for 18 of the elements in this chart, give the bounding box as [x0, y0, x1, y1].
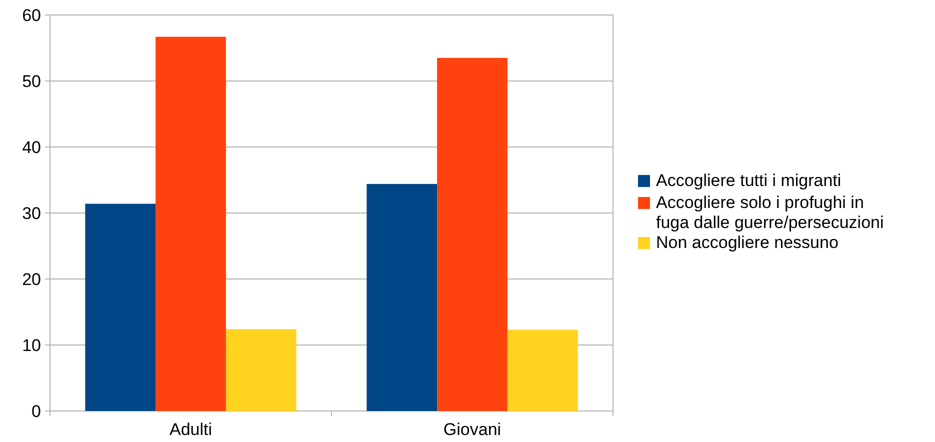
y-tick-label: 40 — [22, 138, 41, 157]
x-tick-label: Adulti — [169, 420, 212, 439]
y-tick-label: 60 — [22, 6, 41, 25]
bar — [437, 58, 508, 411]
bar — [366, 184, 438, 411]
bar — [85, 204, 156, 411]
legend-label: Accogliere tutti i migranti — [656, 171, 842, 190]
y-tick-label: 20 — [22, 270, 41, 289]
legend-label: Non accogliere nessuno — [656, 233, 838, 252]
legend-label: Accogliere solo i profughi in fuga dalle guerre/persecuzioni — [656, 193, 884, 232]
y-tick-label: 50 — [22, 72, 41, 91]
y-tick-label: 30 — [22, 204, 41, 223]
x-tick-label: Giovani — [443, 420, 502, 439]
bar — [156, 36, 226, 411]
y-tick-label: 0 — [32, 402, 41, 421]
bar — [507, 330, 578, 411]
bar — [226, 329, 296, 411]
y-tick-label: 10 — [22, 336, 41, 355]
